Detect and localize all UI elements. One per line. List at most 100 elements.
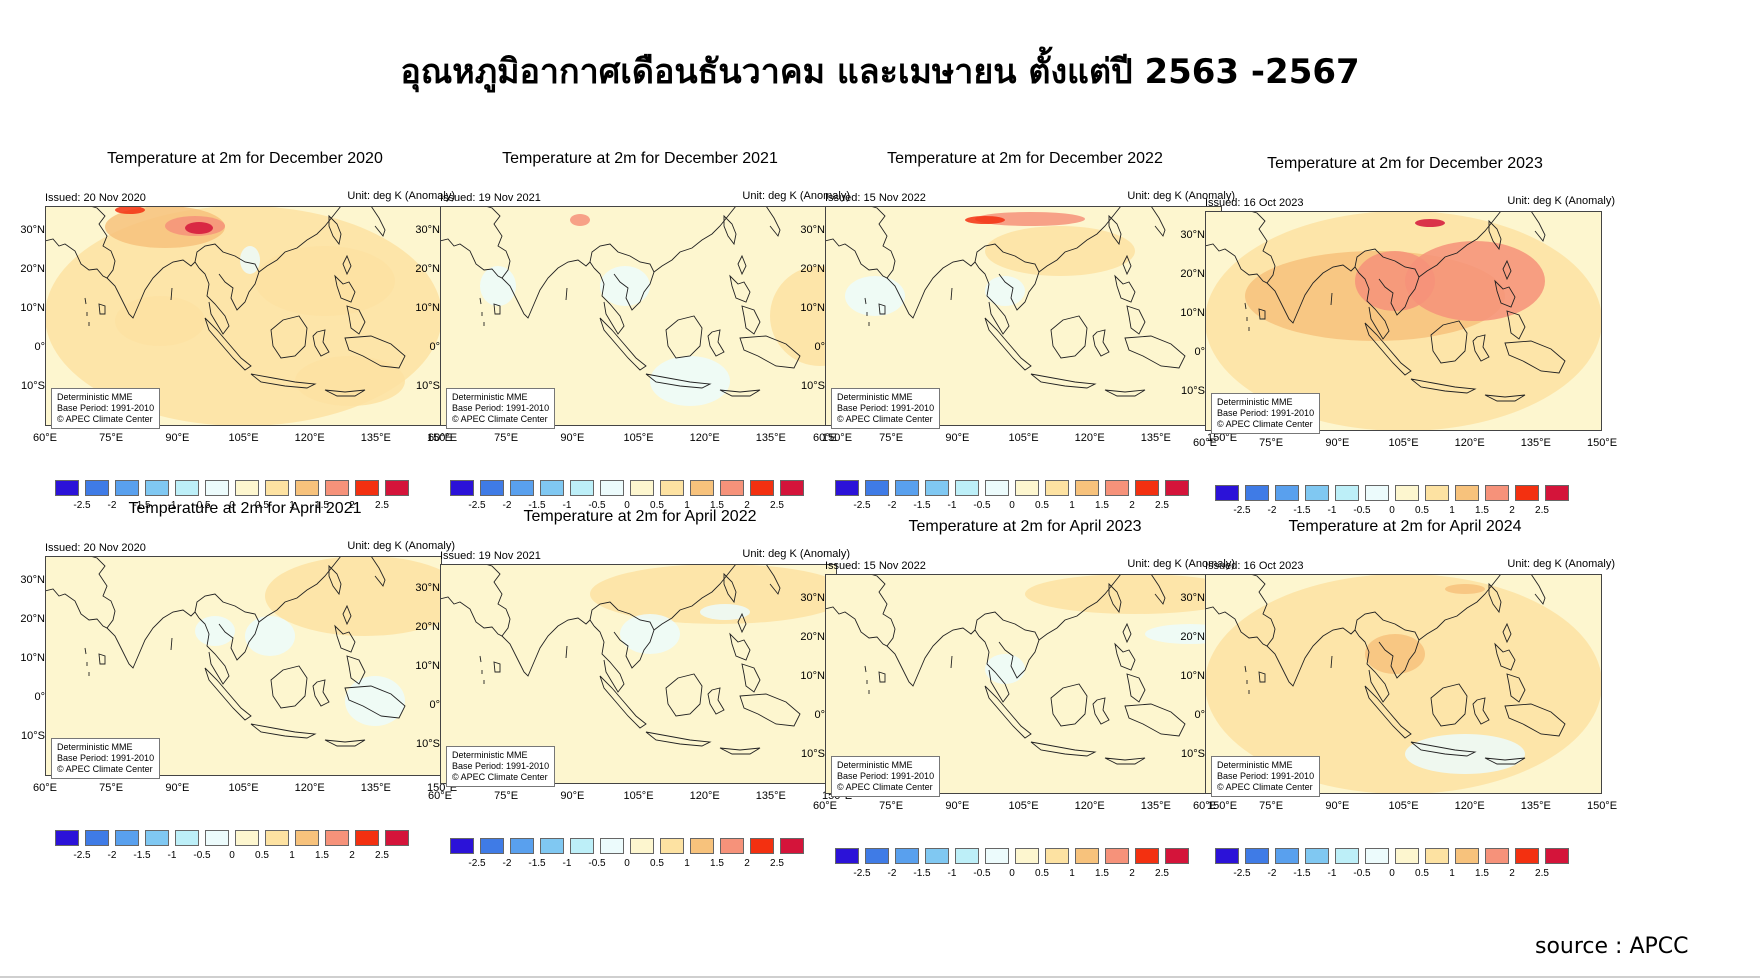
color-scale-label: -0.5 bbox=[588, 858, 606, 869]
color-scale-label: -0.5 bbox=[973, 500, 991, 511]
latitude-label: 20°N bbox=[1180, 268, 1205, 280]
longitude-label: 120°E bbox=[689, 790, 720, 802]
longitude-label: 135°E bbox=[1520, 800, 1551, 812]
longitude-label: 60°E bbox=[33, 782, 57, 794]
color-scale-label: -1.5 bbox=[913, 500, 931, 511]
anomaly-region bbox=[1365, 634, 1425, 674]
forecast-panel: Temperature at 2m for December 2020 Issue… bbox=[20, 150, 458, 511]
color-scale-label: 0 bbox=[1389, 505, 1395, 516]
anomaly-region bbox=[115, 296, 205, 346]
color-swatch bbox=[1215, 485, 1239, 501]
color-scale-label: 1 bbox=[1069, 868, 1075, 879]
color-swatch bbox=[1395, 848, 1419, 864]
latitude-label: 10°N bbox=[415, 660, 440, 672]
anomaly-region bbox=[965, 216, 1005, 224]
model-info-box: Deterministic MME Base Period: 1991-2010 ©… bbox=[446, 746, 556, 787]
model-info-line: Deterministic MME bbox=[1217, 760, 1293, 770]
color-scale-label: -1.5 bbox=[1293, 505, 1311, 516]
model-info-line: Base Period: 1991-2010 bbox=[57, 403, 155, 413]
color-swatch bbox=[925, 848, 949, 864]
issued-date: Issued: 16 Oct 2023 bbox=[1205, 560, 1304, 572]
latitude-label: 10°N bbox=[20, 652, 45, 664]
longitude-label: 60°E bbox=[813, 800, 837, 812]
latitude-label: 0° bbox=[814, 709, 825, 721]
color-swatch bbox=[985, 480, 1009, 496]
color-scale-label: -1 bbox=[1327, 505, 1337, 516]
color-swatch bbox=[630, 480, 654, 496]
color-scale-label: 1 bbox=[289, 500, 295, 511]
color-scale-label: 0.5 bbox=[1415, 505, 1429, 516]
color-swatch bbox=[1455, 848, 1479, 864]
color-swatch bbox=[1335, 848, 1359, 864]
issued-date: Issued: 20 Nov 2020 bbox=[45, 192, 146, 204]
forecast-panel: Temperature at 2m for April 2024 Issued: … bbox=[1180, 518, 1617, 879]
model-info-line: Deterministic MME bbox=[1217, 397, 1293, 407]
color-scale-label: 2 bbox=[1129, 868, 1135, 879]
longitude-label: 150°E bbox=[426, 432, 458, 444]
longitude-label: 90°E bbox=[1325, 437, 1350, 449]
longitude-label: 90°E bbox=[165, 782, 190, 794]
color-scale-label: -1.5 bbox=[913, 868, 931, 879]
color-swatch bbox=[85, 830, 109, 846]
forecast-panel: Temperature at 2m for December 2023 Issue… bbox=[1180, 155, 1618, 516]
color-scale-label: -2.5 bbox=[73, 850, 91, 861]
color-swatch bbox=[1075, 480, 1099, 496]
color-scale: -2.5 -2 -1.5 -1 -0.5 0 0.5 1 1.5 2 2.5 bbox=[1215, 485, 1595, 525]
anomaly-map bbox=[1205, 211, 1602, 431]
color-swatch bbox=[630, 838, 654, 854]
color-swatch bbox=[1245, 848, 1269, 864]
color-swatch bbox=[1545, 485, 1569, 501]
longitude-label: 150°E bbox=[821, 432, 853, 444]
longitude-label: 135°E bbox=[1140, 432, 1171, 444]
latitude-label: 30°N bbox=[800, 592, 825, 604]
model-info-line: © APEC Climate Center bbox=[837, 414, 933, 424]
color-scale-label: 2 bbox=[349, 850, 355, 861]
color-scale-label: -1 bbox=[947, 868, 957, 879]
color-scale-label: 1.5 bbox=[315, 500, 329, 511]
longitude-label: 135°E bbox=[755, 790, 786, 802]
latitude-label: 10°N bbox=[800, 302, 825, 314]
longitude-label: 75°E bbox=[494, 432, 519, 444]
panel-title: Temperature at 2m for April 2021 bbox=[128, 500, 362, 517]
anomaly-map bbox=[45, 556, 442, 776]
color-scale-label: -1 bbox=[562, 858, 572, 869]
model-info-line: © APEC Climate Center bbox=[57, 414, 153, 424]
longitude-label: 60°E bbox=[33, 432, 57, 444]
latitude-label: 10°N bbox=[20, 302, 45, 314]
model-info-box: Deterministic MME Base Period: 1991-2010 ©… bbox=[831, 388, 941, 429]
latitude-label: 10°N bbox=[415, 302, 440, 314]
anomaly-map bbox=[1205, 574, 1602, 794]
color-scale-label: 2.5 bbox=[1535, 505, 1549, 516]
color-swatch bbox=[540, 480, 564, 496]
color-swatch bbox=[175, 830, 199, 846]
issued-date: Issued: 16 Oct 2023 bbox=[1205, 197, 1304, 209]
model-info-line: Deterministic MME bbox=[837, 760, 913, 770]
color-swatch bbox=[355, 830, 379, 846]
anomaly-map bbox=[440, 206, 837, 426]
page-title: อุณหภูมิอากาศเดือนธันวาคม และเมษายน ตั้ง… bbox=[400, 52, 1360, 92]
longitude-label: 105°E bbox=[623, 790, 654, 802]
anomaly-region bbox=[240, 246, 260, 274]
color-swatch bbox=[540, 838, 564, 854]
color-scale-label: -1 bbox=[167, 850, 177, 861]
model-info-line: Deterministic MME bbox=[57, 392, 133, 402]
model-info-line: © APEC Climate Center bbox=[452, 772, 548, 782]
panel-title: Temperature at 2m for December 2022 bbox=[887, 150, 1163, 167]
color-swatch bbox=[1215, 848, 1239, 864]
color-scale-label: 2 bbox=[1509, 868, 1515, 879]
latitude-label: 20°N bbox=[20, 263, 45, 275]
anomaly-region bbox=[245, 616, 295, 656]
color-swatch bbox=[1015, 480, 1039, 496]
color-scale-label: 2 bbox=[1129, 500, 1135, 511]
latitude-label: 0° bbox=[429, 341, 440, 353]
color-scale-label: -2.5 bbox=[73, 500, 91, 511]
color-scale-label: 2 bbox=[744, 858, 750, 869]
color-swatch bbox=[205, 480, 229, 496]
color-swatch bbox=[1485, 848, 1509, 864]
latitude-label: 10°S bbox=[21, 380, 45, 392]
anomaly-region bbox=[570, 214, 590, 226]
latitude-label: 10°S bbox=[21, 730, 45, 742]
latitude-label: 20°N bbox=[20, 613, 45, 625]
anomaly-region bbox=[620, 614, 680, 654]
longitude-label: 150°E bbox=[1586, 437, 1618, 449]
